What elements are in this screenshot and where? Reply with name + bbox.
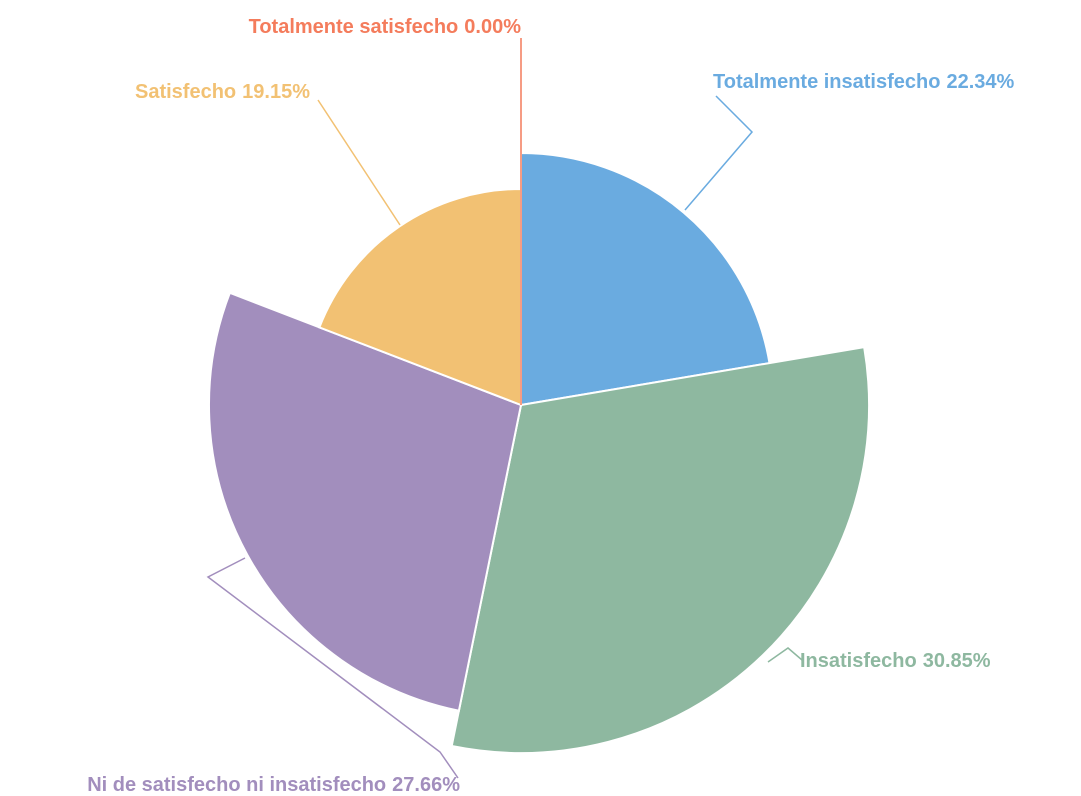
slice-label: Totalmente insatisfecho 22.34% <box>713 71 1015 93</box>
slice-label: Satisfecho 19.15% <box>135 81 310 103</box>
category-name: Satisfecho <box>135 81 236 103</box>
category-name: Insatisfecho <box>800 650 917 672</box>
value-label: 19.15% <box>242 81 310 103</box>
rose-slice <box>450 345 870 754</box>
label-line <box>767 647 803 663</box>
category-name: Ni de satisfecho ni insatisfecho <box>87 774 386 796</box>
rose-slice <box>520 151 771 407</box>
value-label: 22.34% <box>946 71 1014 93</box>
slice-label: Ni de satisfecho ni insatisfecho 27.66% <box>87 774 460 796</box>
rose-slice <box>207 291 523 712</box>
label-line <box>317 99 401 226</box>
category-name: Totalmente insatisfecho <box>713 71 940 93</box>
value-label: 30.85% <box>923 650 991 672</box>
value-label: 0.00% <box>464 16 521 38</box>
label-line <box>684 95 754 211</box>
rose-slice <box>318 187 522 407</box>
category-name: Totalmente satisfecho <box>249 16 459 38</box>
value-label: 27.66% <box>392 774 460 796</box>
slice-label: Totalmente satisfecho 0.00% <box>249 16 522 38</box>
label-line <box>206 557 459 779</box>
slice-label: Insatisfecho 30.85% <box>800 650 991 672</box>
